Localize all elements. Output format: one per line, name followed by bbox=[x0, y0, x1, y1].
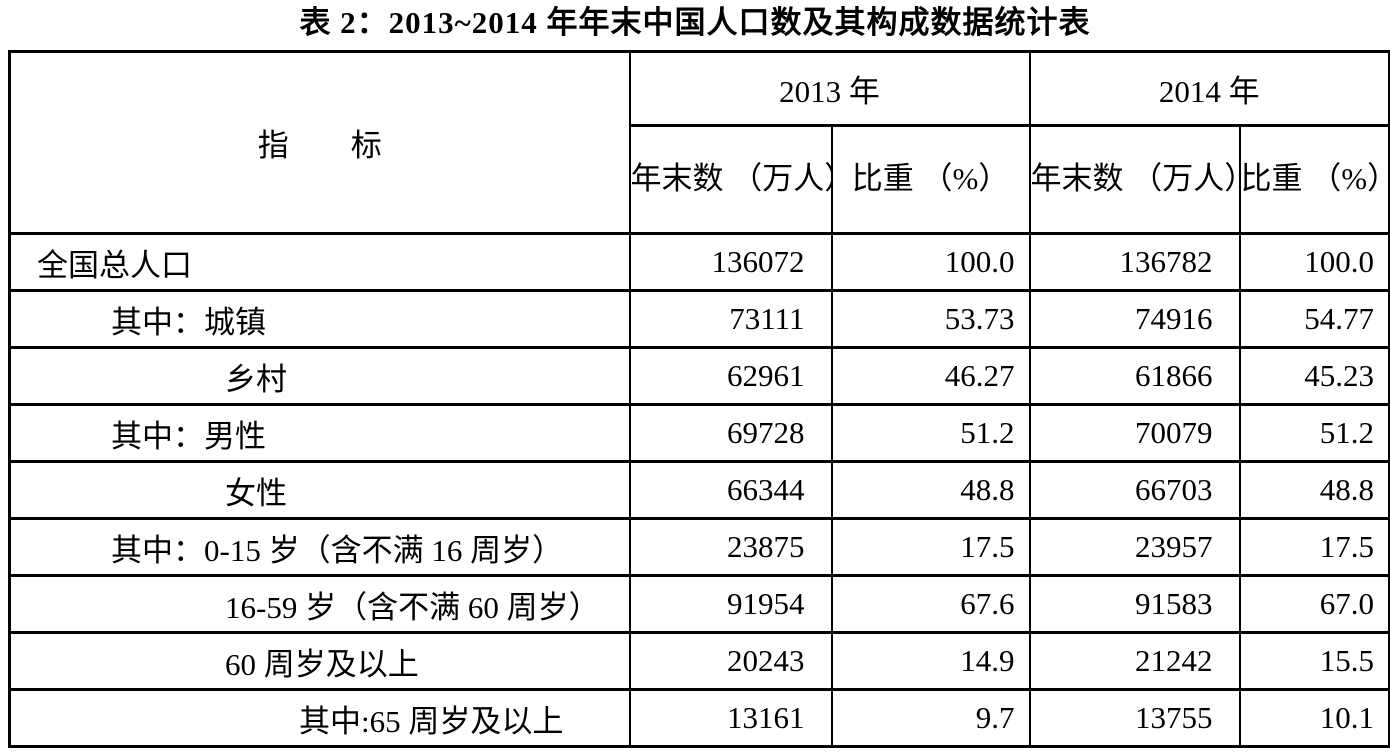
header-row-subcolumns: 年末数 （万人） 比重 （%） 年末数 （万人） 比重 （%） bbox=[10, 124, 1390, 235]
table-row-age-65-plus: 其中:65 周岁及以上 13161 9.7 13755 10.1 bbox=[8, 688, 1390, 748]
column-header-2013-pct: 比重 （%） bbox=[830, 124, 1031, 235]
cell-2013-pct: 53.73 bbox=[830, 289, 1031, 349]
cell-2013-pct: 9.7 bbox=[830, 688, 1031, 748]
cell-2013-count: 69728 bbox=[628, 403, 833, 463]
column-header-2014-pct: 比重 （%） bbox=[1238, 124, 1390, 235]
cell-2013-pct: 100.0 bbox=[830, 232, 1031, 292]
cell-2014-count: 136782 bbox=[1028, 232, 1241, 292]
row-indicator: 其中：男性 bbox=[8, 403, 631, 463]
row-indicator: 16-59 岁（含不满 60 周岁） bbox=[8, 574, 631, 634]
cell-2014-count: 13755 bbox=[1028, 688, 1241, 748]
column-header-indicator: 指 标 bbox=[8, 50, 631, 235]
column-header-2014-count: 年末数 （万人） bbox=[1028, 124, 1241, 235]
cell-2014-pct: 67.0 bbox=[1238, 574, 1390, 634]
table-row-total-population: 全国总人口 136072 100.0 136782 100.0 bbox=[8, 232, 1390, 292]
table-row-age-60-plus: 60 周岁及以上 20243 14.9 21242 15.5 bbox=[8, 631, 1390, 691]
cell-2014-pct: 17.5 bbox=[1238, 517, 1390, 577]
cell-2014-pct: 15.5 bbox=[1238, 631, 1390, 691]
cell-2013-pct: 67.6 bbox=[830, 574, 1031, 634]
cell-2014-pct: 10.1 bbox=[1238, 688, 1390, 748]
cell-2014-count: 66703 bbox=[1028, 460, 1241, 520]
row-indicator: 60 周岁及以上 bbox=[8, 631, 631, 691]
page-title: 表 2：2013~2014 年年末中国人口数及其构成数据统计表 bbox=[299, 5, 1091, 40]
cell-2014-pct: 45.23 bbox=[1238, 346, 1390, 406]
cell-2013-count: 62961 bbox=[628, 346, 833, 406]
cell-2013-pct: 17.5 bbox=[830, 517, 1031, 577]
cell-2013-count: 13161 bbox=[628, 688, 833, 748]
cell-2014-count: 70079 bbox=[1028, 403, 1241, 463]
cell-2014-pct: 48.8 bbox=[1238, 460, 1390, 520]
table-row-age-0-15: 其中：0-15 岁（含不满 16 周岁） 23875 17.5 23957 17… bbox=[8, 517, 1390, 577]
cell-2013-count: 91954 bbox=[628, 574, 833, 634]
row-indicator: 乡村 bbox=[8, 346, 631, 406]
row-indicator: 其中：0-15 岁（含不满 16 周岁） bbox=[8, 517, 631, 577]
cell-2013-count: 20243 bbox=[628, 631, 833, 691]
table-row-female: 女性 66344 48.8 66703 48.8 bbox=[8, 460, 1390, 520]
table-row-male: 其中：男性 69728 51.2 70079 51.2 bbox=[8, 403, 1390, 463]
cell-2014-pct: 51.2 bbox=[1238, 403, 1390, 463]
cell-2014-count: 21242 bbox=[1028, 631, 1241, 691]
row-indicator: 其中:65 周岁及以上 bbox=[8, 688, 631, 748]
cell-2014-count: 74916 bbox=[1028, 289, 1241, 349]
column-header-year-2013: 2013 年 bbox=[628, 50, 1031, 127]
cell-2013-count: 73111 bbox=[628, 289, 833, 349]
table-row-age-16-59: 16-59 岁（含不满 60 周岁） 91954 67.6 91583 67.0 bbox=[8, 574, 1390, 634]
row-indicator: 全国总人口 bbox=[8, 232, 631, 292]
cell-2013-pct: 14.9 bbox=[830, 631, 1031, 691]
cell-2014-count: 61866 bbox=[1028, 346, 1241, 406]
cell-2014-count: 23957 bbox=[1028, 517, 1241, 577]
row-indicator: 其中：城镇 bbox=[8, 289, 631, 349]
cell-2014-pct: 54.77 bbox=[1238, 289, 1390, 349]
cell-2013-count: 66344 bbox=[628, 460, 833, 520]
cell-2014-pct: 100.0 bbox=[1238, 232, 1390, 292]
cell-2014-count: 91583 bbox=[1028, 574, 1241, 634]
column-header-year-2014: 2014 年 bbox=[1028, 50, 1390, 127]
cell-2013-count: 23875 bbox=[628, 517, 833, 577]
row-indicator: 女性 bbox=[8, 460, 631, 520]
table-row-urban: 其中：城镇 73111 53.73 74916 54.77 bbox=[8, 289, 1390, 349]
cell-2013-count: 136072 bbox=[628, 232, 833, 292]
table-row-rural: 乡村 62961 46.27 61866 45.23 bbox=[8, 346, 1390, 406]
cell-2013-pct: 51.2 bbox=[830, 403, 1031, 463]
population-statistics-table: 指 标 2013 年 2014 年 年末数 （万人） 比重 （%） 年末数 （万… bbox=[8, 50, 1390, 748]
header-row-years: 指 标 2013 年 2014 年 bbox=[8, 50, 1390, 235]
cell-2013-pct: 48.8 bbox=[830, 460, 1031, 520]
cell-2013-pct: 46.27 bbox=[830, 346, 1031, 406]
column-header-2013-count: 年末数 （万人） bbox=[628, 124, 833, 235]
